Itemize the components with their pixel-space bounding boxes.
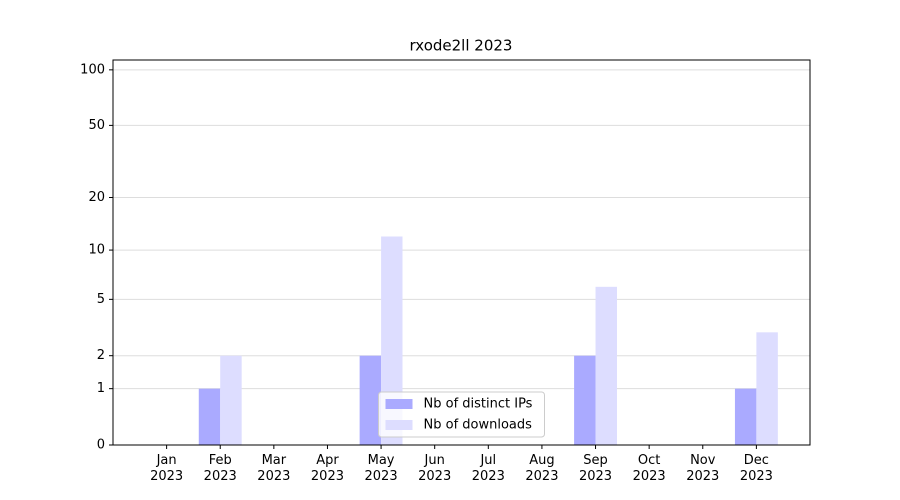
y-tick-label: 2 (97, 348, 105, 363)
y-tick-label: 1 (97, 381, 105, 396)
chart-title: rxode2ll 2023 (410, 37, 513, 55)
y-tick-label: 100 (80, 62, 105, 77)
legend-label: Nb of distinct IPs (424, 397, 533, 412)
legend-label: Nb of downloads (424, 418, 533, 433)
x-tick-label: Jan 2023 (150, 453, 184, 484)
x-tick-label: Aug 2023 (525, 453, 559, 484)
y-tick-label: 10 (88, 243, 105, 258)
legend-box (378, 391, 545, 438)
bar (756, 332, 778, 445)
legend-swatch (385, 420, 413, 430)
bar (734, 388, 757, 445)
legend: Nb of distinct IPs Nb of downloads (378, 391, 545, 438)
x-tick-label: Apr 2023 (310, 453, 344, 484)
legend-swatch (385, 399, 413, 409)
x-tick-label: Sep 2023 (578, 453, 613, 484)
y-tick-label: 5 (97, 292, 105, 307)
bar (220, 355, 242, 445)
x-tick-label: Nov 2023 (686, 453, 720, 484)
x-tick-label: Mar 2023 (257, 453, 291, 484)
bar (359, 355, 382, 445)
y-tick-label: 0 (97, 438, 105, 453)
plot-frame (112, 59, 811, 446)
bar (198, 388, 221, 445)
bar (574, 355, 596, 445)
x-tick-label: Oct 2023 (632, 453, 666, 484)
y-tick-label: 50 (88, 118, 105, 133)
x-tick-label: Jun 2023 (418, 453, 452, 484)
bar (595, 286, 617, 445)
x-tick-label: Feb 2023 (203, 453, 237, 484)
y-tick-label: 20 (88, 190, 105, 205)
x-tick-label: Dec 2023 (739, 453, 773, 484)
x-tick-label: Jul 2023 (471, 453, 505, 484)
x-tick-label: May 2023 (364, 453, 398, 484)
